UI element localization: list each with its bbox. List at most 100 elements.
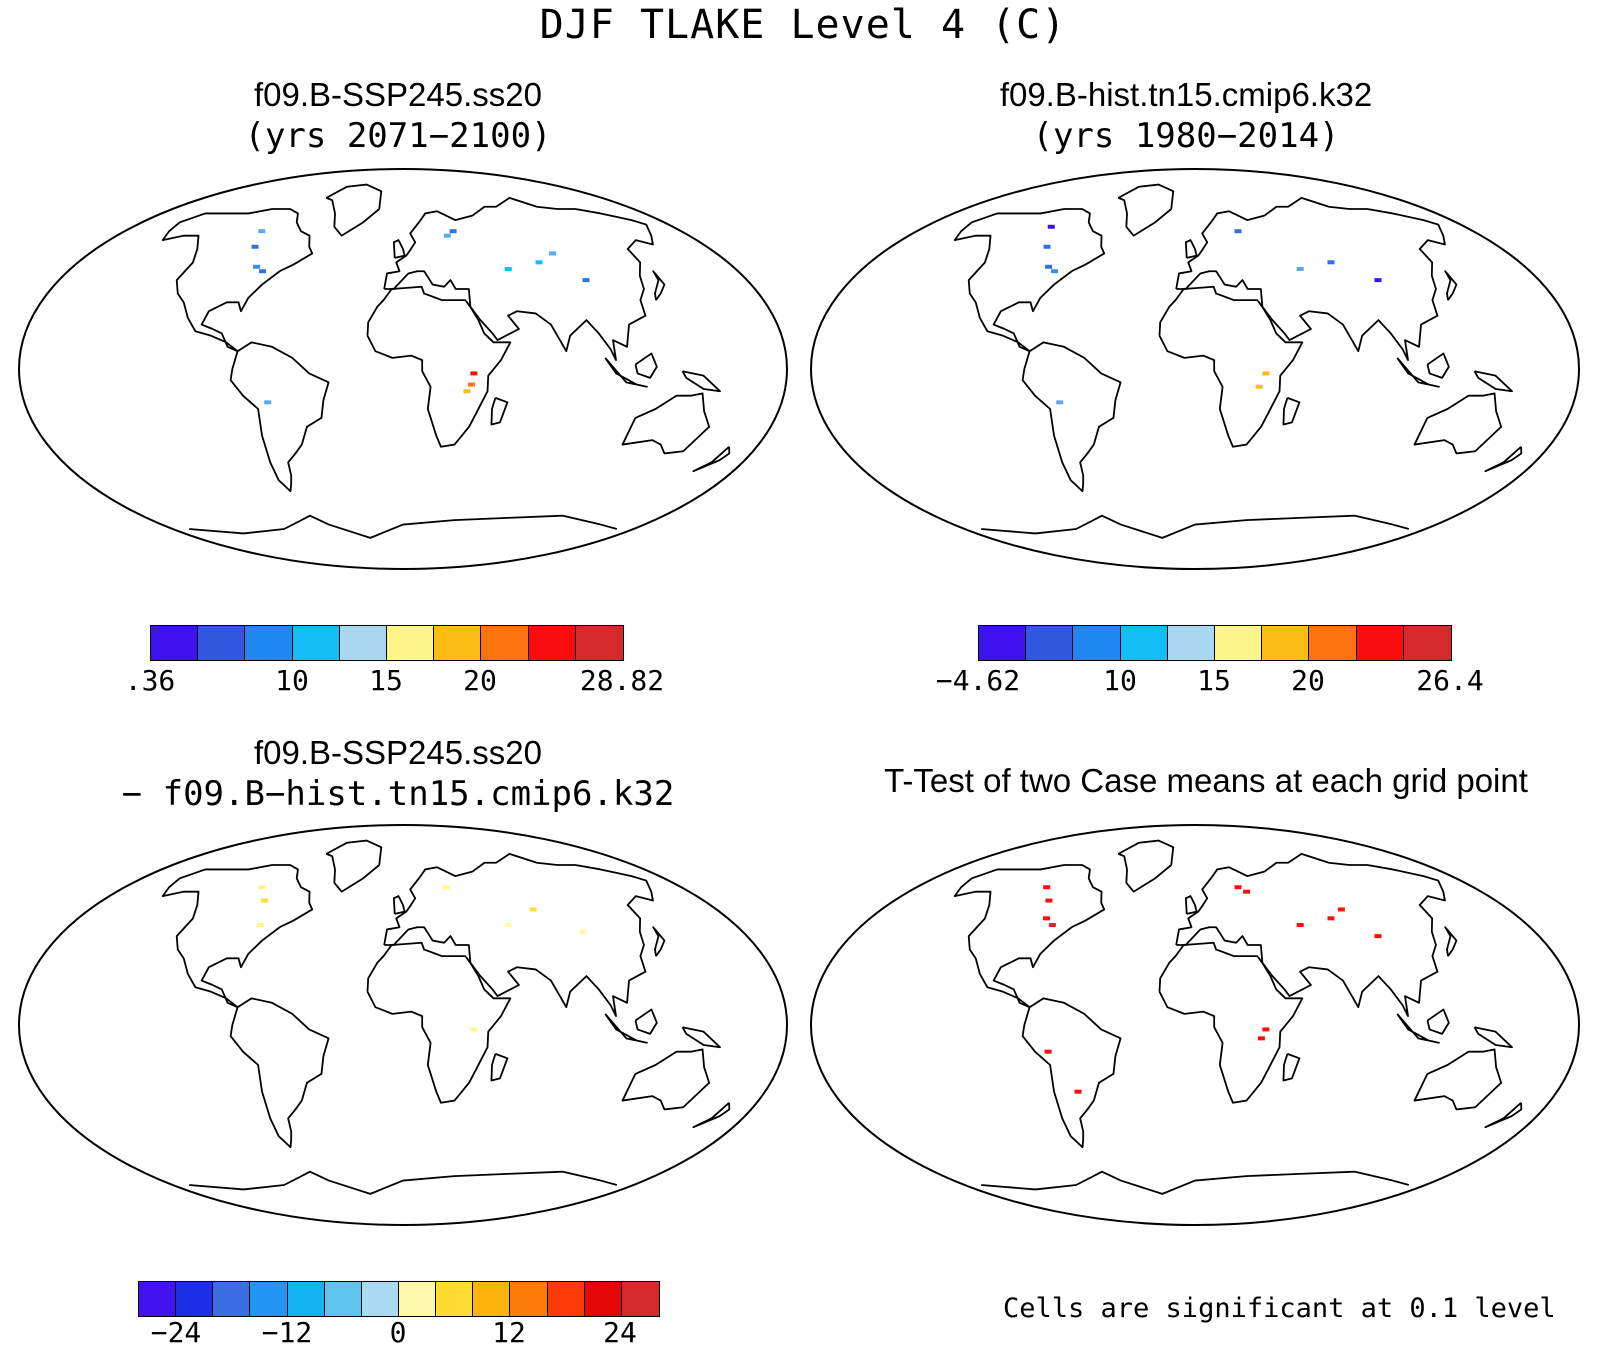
map-panel-1 <box>18 168 788 570</box>
colorbar-2-label: −4.62 <box>935 664 1021 697</box>
colorbar-3-label: 12 <box>492 1316 526 1349</box>
panel-2-subtitle: (yrs 1980−2014) <box>1032 116 1340 156</box>
colorbar-swatch <box>361 1282 399 1316</box>
lake-cell <box>1047 224 1055 229</box>
lake-cell <box>442 885 450 890</box>
coastline-new-zealand <box>692 1102 731 1129</box>
colorbar-swatch <box>1309 626 1357 660</box>
lake-cell <box>1234 229 1242 234</box>
coastline-north-america <box>161 208 314 353</box>
coastline-australia <box>621 392 711 455</box>
coastline-indonesia <box>604 357 648 388</box>
map-panel-4 <box>810 824 1580 1226</box>
colorbar-1-label: 28.82 <box>579 664 665 697</box>
coastline-antarctica <box>189 1170 618 1195</box>
panel-2-title: f09.B-hist.tn15.cmip6.k32 <box>999 76 1373 113</box>
coastline-borneo <box>634 1008 658 1035</box>
colorbar-swatch <box>292 626 340 660</box>
coastline-new-guinea <box>1473 1026 1513 1049</box>
lake-cell <box>1043 885 1051 890</box>
colorbar-swatch <box>434 626 482 660</box>
colorbar-3-label: 0 <box>389 1316 407 1349</box>
colorbar-swatch <box>575 626 623 660</box>
coastline-north-america <box>953 208 1106 353</box>
coastline-borneo <box>634 352 658 379</box>
colorbar-swatch <box>473 1282 511 1316</box>
colorbar-swatch <box>1214 626 1263 660</box>
colorbar-swatch <box>213 1282 251 1316</box>
lake-cell <box>1262 371 1270 376</box>
coastline-south-america <box>229 341 330 493</box>
map-boundary <box>810 824 1580 1226</box>
colorbar-swatch <box>250 1282 288 1316</box>
panel-3-title: f09.B-SSP245.ss20 <box>253 734 542 771</box>
colorbar-swatch <box>1167 626 1215 660</box>
lake-cell <box>1044 1049 1052 1054</box>
panel-4-title: T-Test of two Case means at each grid po… <box>884 762 1528 799</box>
lake-cell <box>1045 898 1053 903</box>
colorbar-swatch <box>584 1282 622 1316</box>
panel-1-title: f09.B-SSP245.ss20 <box>253 76 542 113</box>
colorbar-swatch <box>510 1282 548 1316</box>
significance-note: Cells are significant at 0.1 level <box>1003 1293 1556 1324</box>
coastline-greenland <box>1117 183 1175 237</box>
coastline-greenland <box>1117 839 1175 893</box>
colorbar-swatch <box>979 626 1027 660</box>
lake-cell <box>504 267 512 271</box>
colorbar-swatch <box>398 1282 437 1316</box>
lake-cell <box>449 229 457 234</box>
coastline-new-zealand <box>692 446 731 473</box>
coastline-south-america <box>1021 341 1122 493</box>
coastline-japan <box>652 926 666 957</box>
coastline-madagascar <box>490 1053 509 1082</box>
coastline-japan <box>652 270 666 301</box>
colorbar-2-label: 15 <box>1197 664 1231 697</box>
lake-cell <box>1042 916 1050 921</box>
map-boundary <box>18 824 788 1226</box>
colorbar-swatch <box>481 626 529 660</box>
lake-cell <box>1234 885 1242 890</box>
colorbar-swatch <box>176 1282 214 1316</box>
lake-cell <box>535 260 543 265</box>
coastline-antarctica <box>189 514 618 539</box>
coastline-new-zealand <box>1484 1102 1523 1129</box>
coastline-antarctica <box>981 1170 1410 1195</box>
colorbar-swatch <box>547 1282 585 1316</box>
coastline-indonesia <box>1396 357 1440 388</box>
coastline-eurasia <box>1175 196 1446 362</box>
coastline-australia <box>1413 1048 1503 1111</box>
coastline-uk <box>392 895 406 915</box>
lake-cell <box>259 269 267 274</box>
lake-cell <box>256 923 264 927</box>
colorbar-1-label: 10 <box>275 664 309 697</box>
colorbar-swatch <box>287 1282 325 1316</box>
coastline-greenland <box>325 183 383 237</box>
lake-cell <box>1257 1036 1265 1041</box>
colorbar-swatch <box>436 1282 474 1316</box>
coastline-south-america <box>229 997 330 1149</box>
coastline-new-zealand <box>1484 446 1523 473</box>
coastline-south-america <box>1021 997 1122 1149</box>
colorbar-3-label: −12 <box>261 1316 313 1349</box>
colorbar-swatch <box>1262 626 1310 660</box>
lake-cell <box>529 907 537 912</box>
coastline-antarctica <box>981 514 1410 539</box>
colorbar-swatch <box>1073 626 1121 660</box>
colorbar-swatch <box>1356 626 1404 660</box>
lake-cell <box>1296 923 1304 927</box>
coastline-new-guinea <box>681 1026 721 1049</box>
coastline-uk <box>1184 895 1198 915</box>
coastline-africa <box>366 941 512 1104</box>
colorbar-swatch <box>528 626 576 660</box>
coastline-japan <box>1444 926 1458 957</box>
coastline-madagascar <box>1282 1053 1301 1082</box>
lake-cell <box>261 898 269 903</box>
colorbar-3 <box>138 1281 660 1317</box>
map-panel-3 <box>18 824 788 1226</box>
coastline-uk <box>1184 239 1198 259</box>
coastline-greenland <box>325 839 383 893</box>
lake-cell <box>1045 264 1053 269</box>
map-boundary <box>810 168 1580 570</box>
panel-1-subtitle: (yrs 2071−2100) <box>244 116 552 156</box>
coastline-borneo <box>1426 1008 1450 1035</box>
